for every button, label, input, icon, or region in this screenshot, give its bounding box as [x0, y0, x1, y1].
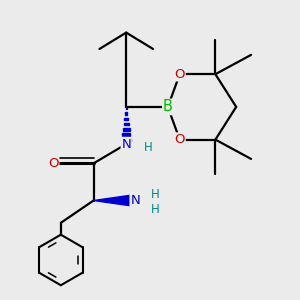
Polygon shape [125, 112, 128, 115]
Text: H: H [144, 140, 153, 154]
Polygon shape [123, 128, 130, 130]
Polygon shape [124, 118, 128, 120]
Text: N: N [130, 194, 140, 207]
Text: H: H [151, 188, 160, 201]
Polygon shape [94, 195, 135, 206]
Polygon shape [122, 139, 131, 141]
Text: B: B [163, 99, 173, 114]
Text: O: O [175, 133, 185, 146]
Polygon shape [122, 134, 130, 136]
Polygon shape [126, 107, 127, 109]
Text: N: N [121, 138, 131, 151]
Text: O: O [175, 68, 185, 81]
Text: O: O [48, 157, 59, 170]
Text: H: H [151, 203, 160, 216]
Polygon shape [124, 123, 129, 125]
